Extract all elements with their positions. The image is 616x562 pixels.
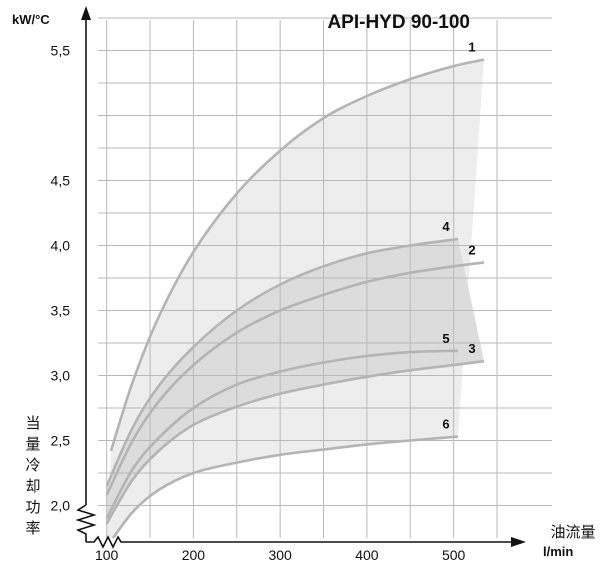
curve-5 [105, 349, 459, 520]
curve-label-2: 2 [468, 242, 475, 257]
y-axis-break [75, 504, 97, 542]
curve-label-1: 1 [468, 40, 475, 55]
series-curves [105, 58, 485, 538]
y-tick-label: 3,0 [51, 368, 71, 384]
y-tick-label: 5,5 [51, 43, 71, 59]
y-axis-arrow [81, 6, 91, 20]
y-tick-label: 4,5 [51, 173, 71, 189]
y-tick-label: 2,0 [51, 498, 71, 514]
tick-labels: 100 200 300 400 500 2,0 2,5 3,0 3,5 4,0 4,5 5,5 [51, 43, 466, 562]
curve-label-3: 3 [468, 341, 475, 356]
x-tick-label: 200 [182, 547, 206, 562]
y-tick-label: 2,5 [51, 433, 71, 449]
series-labels: 1 4 2 5 3 6 [442, 40, 475, 432]
y-tick-label: 4,0 [51, 238, 71, 254]
curve-label-6: 6 [442, 417, 449, 432]
x-axis-label: 油流量 [550, 523, 595, 541]
x-axis-arrow [511, 537, 526, 547]
curve-2 [105, 261, 485, 496]
curve-4 [105, 237, 459, 487]
x-tick-label: 100 [95, 547, 119, 562]
axes [75, 6, 526, 549]
x-tick-label: 400 [355, 547, 379, 562]
curve-1 [109, 58, 485, 452]
y-axis-label: 当量冷却功率 [25, 414, 40, 537]
curve-label-5: 5 [442, 331, 449, 346]
x-tick-label: 500 [442, 547, 466, 562]
grid-lines [98, 17, 552, 538]
x-axis-line [86, 535, 512, 549]
x-axis-unit: l/min [543, 544, 573, 559]
curve-label-4: 4 [442, 219, 450, 234]
curve-3 [105, 359, 485, 525]
curve-6 [111, 435, 459, 538]
chart-title: API-HYD 90-100 [327, 12, 470, 33]
y-tick-label: 3,5 [51, 303, 71, 319]
y-axis-unit: kW/°C [12, 12, 50, 27]
x-tick-label: 300 [268, 547, 292, 562]
